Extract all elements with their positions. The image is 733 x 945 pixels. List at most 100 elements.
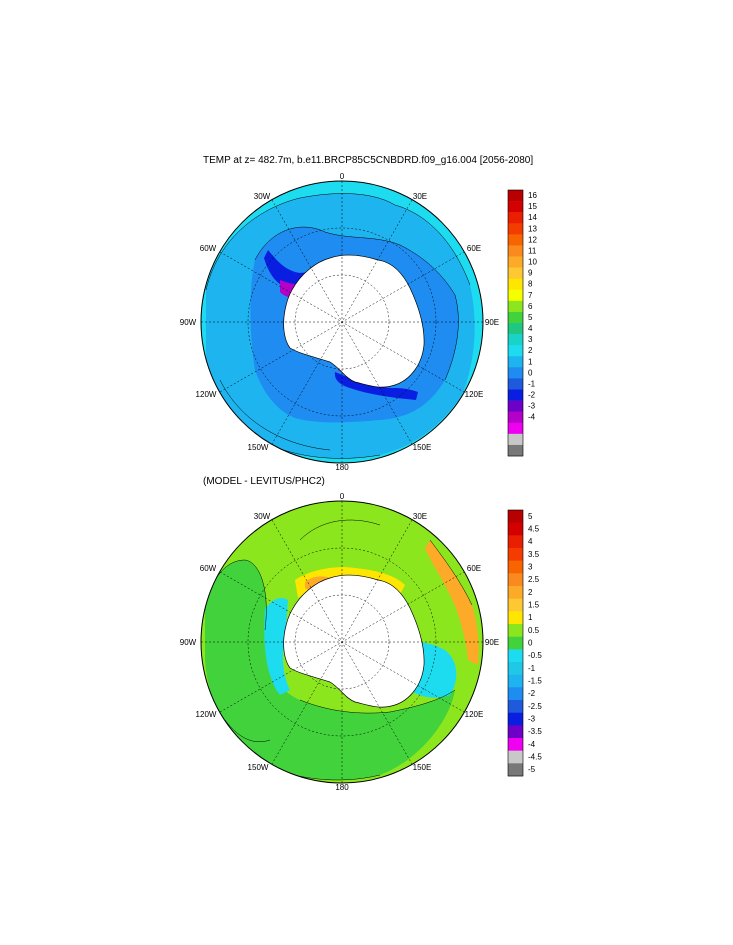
lon-label: 60E xyxy=(467,244,481,253)
colorbar-label: -2 xyxy=(528,689,536,698)
colorbar-swatch xyxy=(508,278,523,291)
colorbar-swatch xyxy=(508,624,523,637)
colorbar-swatch xyxy=(508,510,523,523)
bottom-colorbar: 5 4.5 4 3.5 3 2.5 2 1.5 1 0.5 0 -0.5 -1 -1.5 -2 -2.5 -3 -… xyxy=(507,509,542,777)
colorbar-swatch xyxy=(508,611,523,625)
colorbar-frame xyxy=(507,509,524,777)
colorbar-swatch xyxy=(508,311,523,324)
colorbar-label: 4 xyxy=(528,537,533,546)
colorbar-swatch xyxy=(508,535,523,549)
colorbar-label: 2 xyxy=(528,588,533,597)
colorbar-swatch xyxy=(508,560,523,574)
colorbar-frame xyxy=(507,189,524,457)
colorbar-label: 13 xyxy=(528,224,537,233)
colorbar-swatch xyxy=(508,662,523,675)
colorbar-label: -5 xyxy=(528,765,536,774)
top-panel: TEMP at z= 482.7m, b.e11.BRCP85C5CNBDRD.… xyxy=(180,155,538,472)
lon-label: 120W xyxy=(196,390,217,399)
colorbar-label: 16 xyxy=(528,191,537,200)
bottom-panel: (MODEL - LEVITUS/PHC2) xyxy=(180,476,543,792)
colorbar-swatch xyxy=(508,522,523,536)
bottom-antarctica xyxy=(283,574,425,708)
colorbar-label: 4.5 xyxy=(528,525,540,534)
colorbar-swatch xyxy=(508,323,523,335)
top-map xyxy=(201,181,483,463)
lon-label: 0 xyxy=(340,172,345,181)
colorbar-label: -3.5 xyxy=(528,727,542,736)
colorbar-swatch xyxy=(508,389,523,401)
lon-label: 30E xyxy=(413,512,427,521)
colorbar-label: 3 xyxy=(528,335,533,344)
colorbar-swatch xyxy=(508,334,523,346)
colorbar-label: -0.5 xyxy=(528,651,542,660)
colorbar-swatch xyxy=(508,674,523,688)
colorbar-swatch xyxy=(508,700,523,713)
lon-label: 90W xyxy=(180,318,197,327)
lon-label: 90W xyxy=(180,638,197,647)
lon-label: 150E xyxy=(413,763,432,772)
colorbar-label: 6 xyxy=(528,302,533,311)
lon-label: 150E xyxy=(413,443,432,452)
colorbar-swatch xyxy=(508,289,523,302)
lon-label: 90E xyxy=(485,318,499,327)
colorbar-label: 5 xyxy=(528,313,533,322)
lon-label: 90E xyxy=(485,638,499,647)
colorbar-label: 11 xyxy=(528,246,537,255)
colorbar-label: 3 xyxy=(528,563,533,572)
bottom-graticule xyxy=(201,501,483,783)
colorbar-swatch xyxy=(508,649,523,663)
colorbar-label: -4 xyxy=(528,413,536,422)
top-panel-title: TEMP at z= 482.7m, b.e11.BRCP85C5CNBDRD.… xyxy=(203,155,533,166)
colorbar-label: 7 xyxy=(528,291,533,300)
colorbar-swatch xyxy=(508,212,523,224)
colorbar-label: 14 xyxy=(528,213,537,222)
colorbar-label: 10 xyxy=(528,258,537,267)
colorbar-swatch xyxy=(508,586,523,599)
colorbar-label: 0 xyxy=(528,368,533,377)
colorbar-label: 15 xyxy=(528,202,537,211)
colorbar-label: 0.5 xyxy=(528,626,540,635)
colorbar-label: -3 xyxy=(528,715,536,724)
bottom-longitude-labels: 0 30E 60E 90E 120E 150E 180 150W 120W 90… xyxy=(180,492,499,792)
lon-label: 120W xyxy=(196,710,217,719)
lon-label: 120E xyxy=(465,710,484,719)
colorbar-swatch xyxy=(508,245,523,257)
colorbar-label: 4 xyxy=(528,324,533,333)
lon-label: 60E xyxy=(467,564,481,573)
colorbar-label: 12 xyxy=(528,235,537,244)
colorbar-swatch xyxy=(508,573,523,587)
colorbar-swatch xyxy=(508,367,523,379)
colorbar-swatch xyxy=(508,345,523,357)
colorbar-swatch xyxy=(508,223,523,235)
colorbar-label: 2.5 xyxy=(528,575,540,584)
colorbar-swatch xyxy=(508,267,523,279)
colorbar-swatch xyxy=(508,763,523,777)
colorbar-label: -2 xyxy=(528,391,536,400)
top-antarctica xyxy=(283,254,425,388)
lon-label: 30E xyxy=(413,192,427,201)
lon-label: 180 xyxy=(335,783,349,792)
colorbar-swatch xyxy=(508,234,523,246)
top-field-shelf-cold-east xyxy=(334,372,418,400)
top-longitude-labels: 0 30E 60E 90E 120E 150E 180 150W 120W 90… xyxy=(180,172,499,472)
colorbar-swatch xyxy=(508,422,523,435)
colorbar-swatch xyxy=(508,548,523,561)
colorbar-swatch xyxy=(508,256,523,268)
bottom-field-mid-green xyxy=(205,560,455,780)
colorbar-label: -1 xyxy=(528,664,536,673)
lon-label: 180 xyxy=(335,463,349,472)
colorbar-swatch xyxy=(508,300,523,313)
lon-label: 150W xyxy=(248,443,269,452)
lon-label: 30W xyxy=(254,192,271,201)
colorbar-label: 1 xyxy=(528,613,533,622)
bottom-field-orange-east xyxy=(425,540,479,665)
colorbar-swatch xyxy=(508,356,523,368)
top-map-border xyxy=(200,180,484,464)
colorbar-label: 8 xyxy=(528,280,533,289)
colorbar-label: 2 xyxy=(528,346,533,355)
colorbar-label: -4 xyxy=(528,740,536,749)
colorbar-swatch xyxy=(508,190,523,202)
colorbar-swatch xyxy=(508,201,523,213)
